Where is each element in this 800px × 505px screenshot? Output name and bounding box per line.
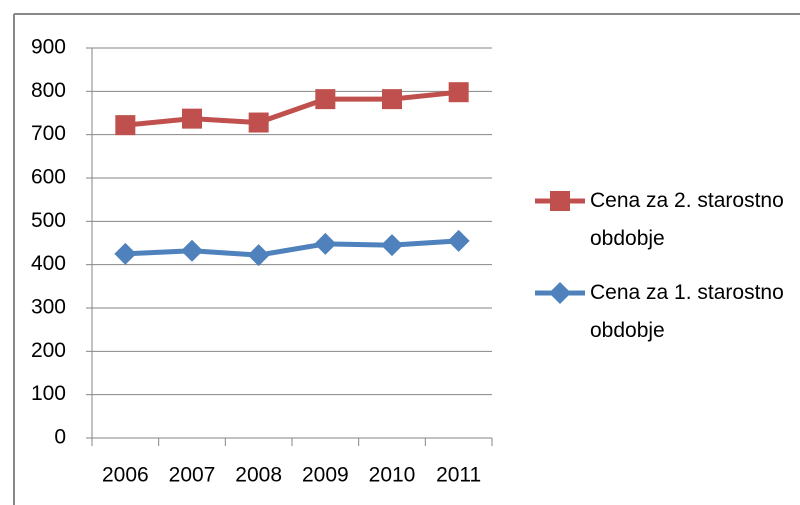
x-tick-label: 2006 [102, 464, 149, 487]
marker [248, 112, 269, 133]
marker [115, 115, 136, 136]
legend-label: Cena za 2. starostno obdobje [590, 189, 784, 250]
marker [550, 191, 570, 211]
marker [247, 244, 270, 267]
marker [448, 82, 469, 103]
x-tick-label: 2008 [235, 464, 282, 487]
marker [314, 232, 337, 255]
series-line [125, 238, 459, 258]
y-tick-label: 400 [31, 252, 66, 275]
marker [181, 239, 203, 262]
y-tick-label: 200 [31, 339, 66, 362]
x-tick-label: 2011 [436, 464, 481, 487]
y-tick-label: 600 [31, 166, 66, 189]
y-tick-label: 300 [31, 296, 66, 319]
y-tick-label: 900 [31, 36, 66, 59]
marker [549, 282, 571, 304]
x-tick-label: 2007 [169, 464, 216, 487]
marker [114, 242, 137, 265]
y-tick-label: 0 [54, 426, 66, 449]
marker [382, 89, 402, 110]
legend-label: Cena za 1. starostno obdobje [590, 281, 784, 342]
marker [447, 229, 470, 252]
x-tick-label: 2009 [302, 464, 349, 487]
y-tick-label: 500 [31, 209, 66, 232]
series-line [125, 89, 459, 128]
marker [381, 234, 403, 257]
y-tick-label: 800 [31, 79, 66, 102]
marker [315, 89, 336, 110]
y-tick-label: 700 [31, 122, 66, 145]
x-tick-label: 2010 [369, 464, 416, 487]
y-tick-label: 100 [31, 382, 66, 405]
marker [182, 108, 202, 129]
